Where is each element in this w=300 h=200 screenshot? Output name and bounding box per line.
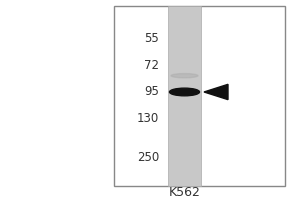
Ellipse shape (169, 88, 200, 96)
Text: 130: 130 (137, 112, 159, 125)
Text: 72: 72 (144, 59, 159, 72)
Text: 55: 55 (144, 32, 159, 45)
Polygon shape (204, 84, 228, 100)
Text: 250: 250 (137, 151, 159, 164)
Ellipse shape (171, 74, 198, 78)
Text: K562: K562 (169, 186, 200, 199)
Bar (114, 6, 285, 186)
Text: 95: 95 (144, 85, 159, 98)
Bar (168, 6, 201, 186)
